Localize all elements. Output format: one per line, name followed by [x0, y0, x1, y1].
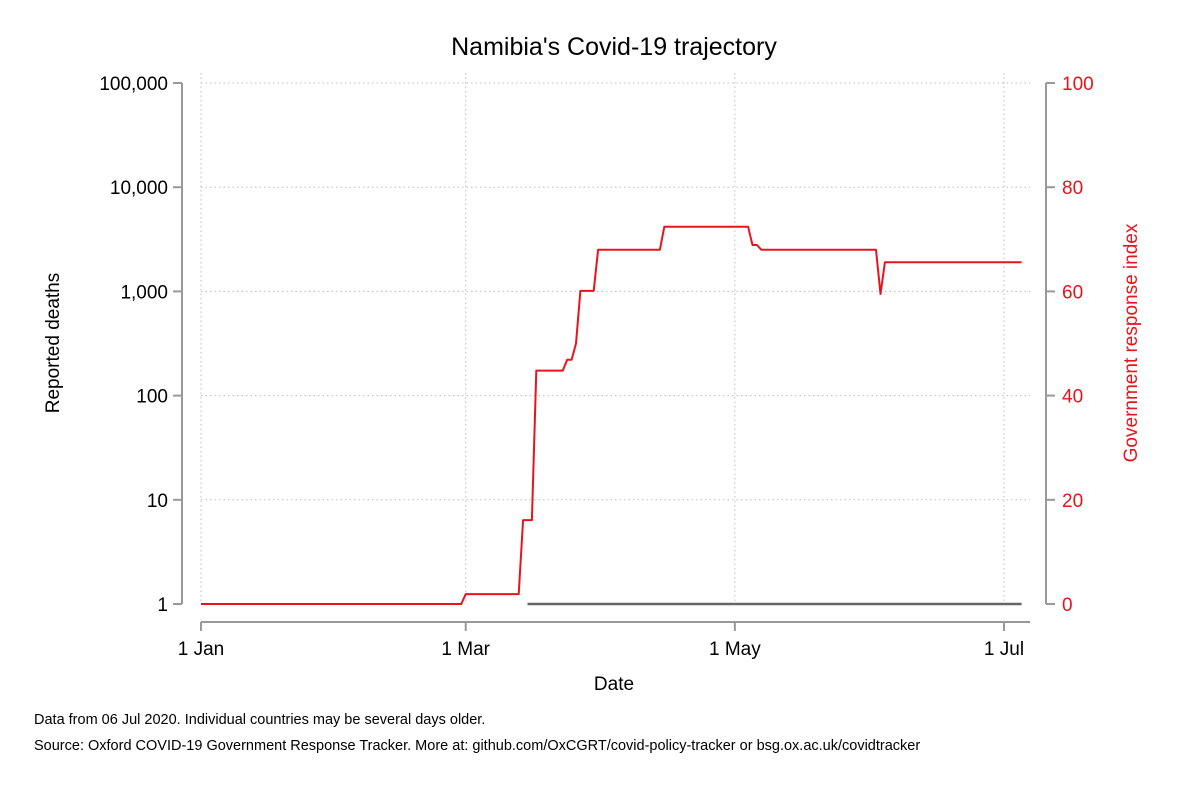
y-right-tick-label: 80: [1062, 178, 1083, 199]
x-tick-label: 1 Mar: [441, 639, 490, 660]
y-axis-label-left: Reported deaths: [43, 273, 64, 414]
y-left-tick-label: 1: [157, 595, 168, 616]
gridlines: [200, 73, 1030, 604]
y-right-tick-label: 100: [1062, 74, 1094, 95]
source-note: Source: Oxford COVID-19 Government Respo…: [34, 738, 921, 754]
x-axis-label: Date: [594, 674, 634, 695]
x-tick-label: 1 May: [709, 639, 761, 660]
x-tick-label: 1 Jul: [984, 639, 1024, 660]
y-left-tick-label: 100,000: [99, 74, 168, 95]
y-right-tick-label: 20: [1062, 491, 1083, 512]
data-date-note: Data from 06 Jul 2020. Individual countr…: [34, 712, 486, 728]
y-right-tick-label: 40: [1062, 387, 1083, 408]
y-right-tick-label: 60: [1062, 282, 1083, 303]
chart-title: Namibia's Covid-19 trajectory: [451, 33, 777, 61]
y-left-tick-label: 10,000: [110, 178, 168, 199]
y-left-tick-label: 10: [147, 491, 168, 512]
series-layer: [201, 225, 1022, 606]
y-axis-label-right: Government response index: [1121, 223, 1142, 462]
response-index-series-line: [201, 225, 1022, 605]
x-tick-label: 1 Jan: [178, 639, 224, 660]
axes: 1 10 100 1,000 10,000 100,000 0 20 40 60 80 100 1 Ja…: [99, 74, 1093, 660]
y-right-tick-label: 0: [1062, 595, 1073, 616]
y-left-tick-label: 100: [136, 387, 168, 408]
y-left-tick-label: 1,000: [120, 282, 168, 303]
